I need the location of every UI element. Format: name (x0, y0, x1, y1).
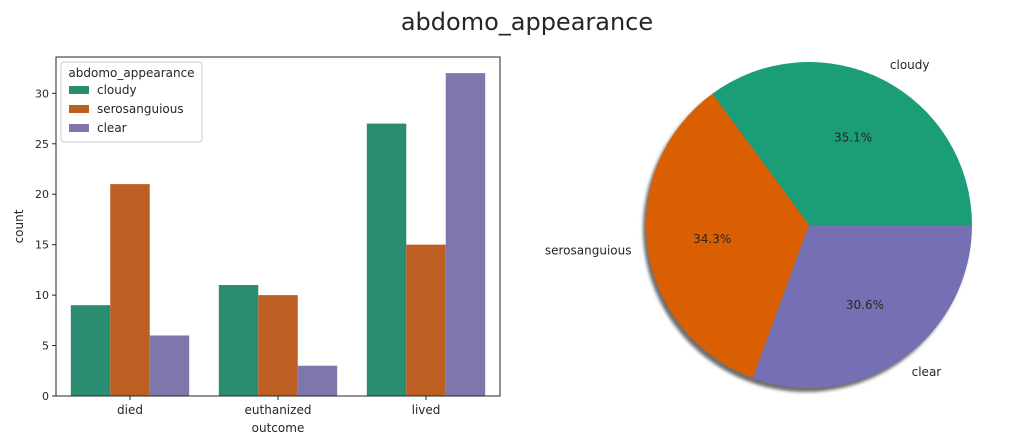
legend-label-serosanguious: serosanguious (97, 102, 184, 116)
legend-swatch-cloudy (69, 86, 89, 94)
y-axis-label: count (12, 209, 26, 243)
legend-title: abdomo_appearance (68, 66, 194, 80)
legend-label-clear: clear (97, 121, 127, 135)
x-axis: died euthanized lived (117, 396, 440, 417)
pie-label-cloudy: cloudy (890, 58, 930, 72)
pie-chart: 35.1% cloudy 34.3% serosanguious 30.6% clear (545, 58, 972, 392)
pie-labels: 35.1% cloudy 34.3% serosanguious 30.6% clear (545, 58, 941, 379)
bar-serosanguious-euthanized (258, 295, 298, 396)
pie-label-clear: clear (912, 365, 942, 379)
pie-pct-label-clear: 30.6% (846, 298, 884, 312)
y-tick-label: 0 (42, 390, 49, 403)
pie-pct-label-cloudy: 35.1% (834, 131, 872, 145)
bar-serosanguious-died (110, 184, 150, 396)
y-tick-label: 15 (35, 239, 49, 252)
bar-clear-euthanized (297, 365, 338, 396)
bars-group (70, 73, 486, 397)
x-tick-label: euthanized (245, 403, 312, 417)
bar-clear-died (149, 335, 190, 396)
legend-label-cloudy: cloudy (97, 83, 137, 97)
legend-swatch-serosanguious (69, 105, 89, 113)
pie-slices (646, 62, 972, 388)
figure-title: abdomo_appearance (401, 8, 653, 36)
y-tick-label: 10 (35, 289, 49, 302)
bar-serosanguious-lived (406, 244, 446, 396)
x-axis-label: outcome (252, 421, 305, 435)
y-tick-label: 20 (35, 188, 49, 201)
bar-cloudy-euthanized (218, 285, 259, 396)
bar-clear-lived (445, 73, 486, 397)
bar-cloudy-died (70, 305, 111, 396)
pie-slice-cloudy (712, 62, 972, 226)
y-tick-label: 25 (35, 138, 49, 151)
legend-swatch-clear (69, 124, 89, 132)
bar-cloudy-lived (366, 123, 407, 396)
pie-slice-clear (752, 225, 972, 388)
bar-chart: 0 5 10 15 20 25 30 died euthanized lived count o… (12, 56, 501, 435)
pie-slice-serosanguious (646, 93, 809, 379)
y-tick-label: 5 (42, 340, 49, 353)
y-axis: 0 5 10 15 20 25 30 (35, 87, 56, 403)
legend-box (60, 61, 203, 143)
pie-label-serosanguious: serosanguious (545, 243, 632, 257)
pie-pct-label-serosanguious: 34.3% (693, 232, 731, 246)
x-tick-label: lived (412, 403, 441, 417)
x-tick-label: died (117, 403, 143, 417)
bar-plot-frame (55, 56, 501, 397)
y-tick-label: 30 (35, 87, 49, 100)
